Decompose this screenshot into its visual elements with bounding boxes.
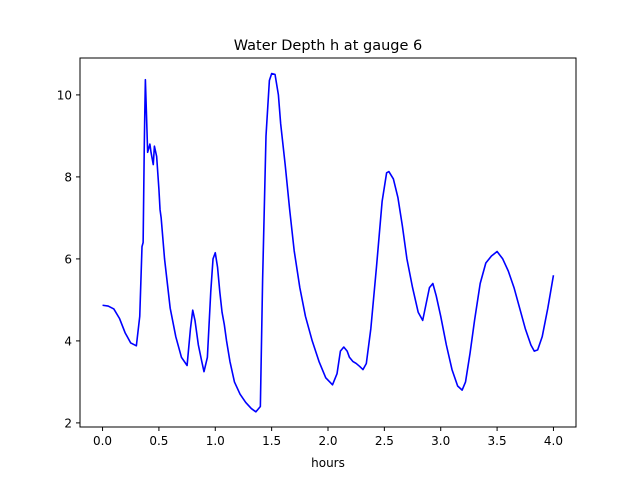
plot-area (102, 72, 555, 413)
y-axis: 2 4 6 8 10 (57, 88, 80, 430)
x-axis: 0.0 0.5 1.0 1.5 2.0 2.5 3.0 3.5 4.0 (93, 427, 563, 448)
y-tick-label: 4 (64, 334, 72, 348)
x-tick-label: 4.0 (544, 434, 563, 448)
x-tick-label: 3.0 (431, 434, 450, 448)
x-tick-label: 1.0 (206, 434, 225, 448)
x-tick-label: 3.5 (488, 434, 507, 448)
x-tick-label: 1.5 (262, 434, 281, 448)
series-line-0 (102, 72, 555, 413)
y-tick-label: 6 (64, 252, 72, 266)
chart-title: Water Depth h at gauge 6 (234, 38, 422, 54)
y-tick-label: 10 (57, 88, 72, 102)
x-tick-label: 2.5 (375, 434, 394, 448)
x-axis-label: hours (311, 456, 345, 470)
x-tick-label: 0.0 (93, 434, 112, 448)
y-tick-label: 2 (64, 416, 72, 430)
x-tick-label: 2.0 (318, 434, 337, 448)
x-tick-label: 0.5 (149, 434, 168, 448)
y-tick-label: 8 (64, 170, 72, 184)
